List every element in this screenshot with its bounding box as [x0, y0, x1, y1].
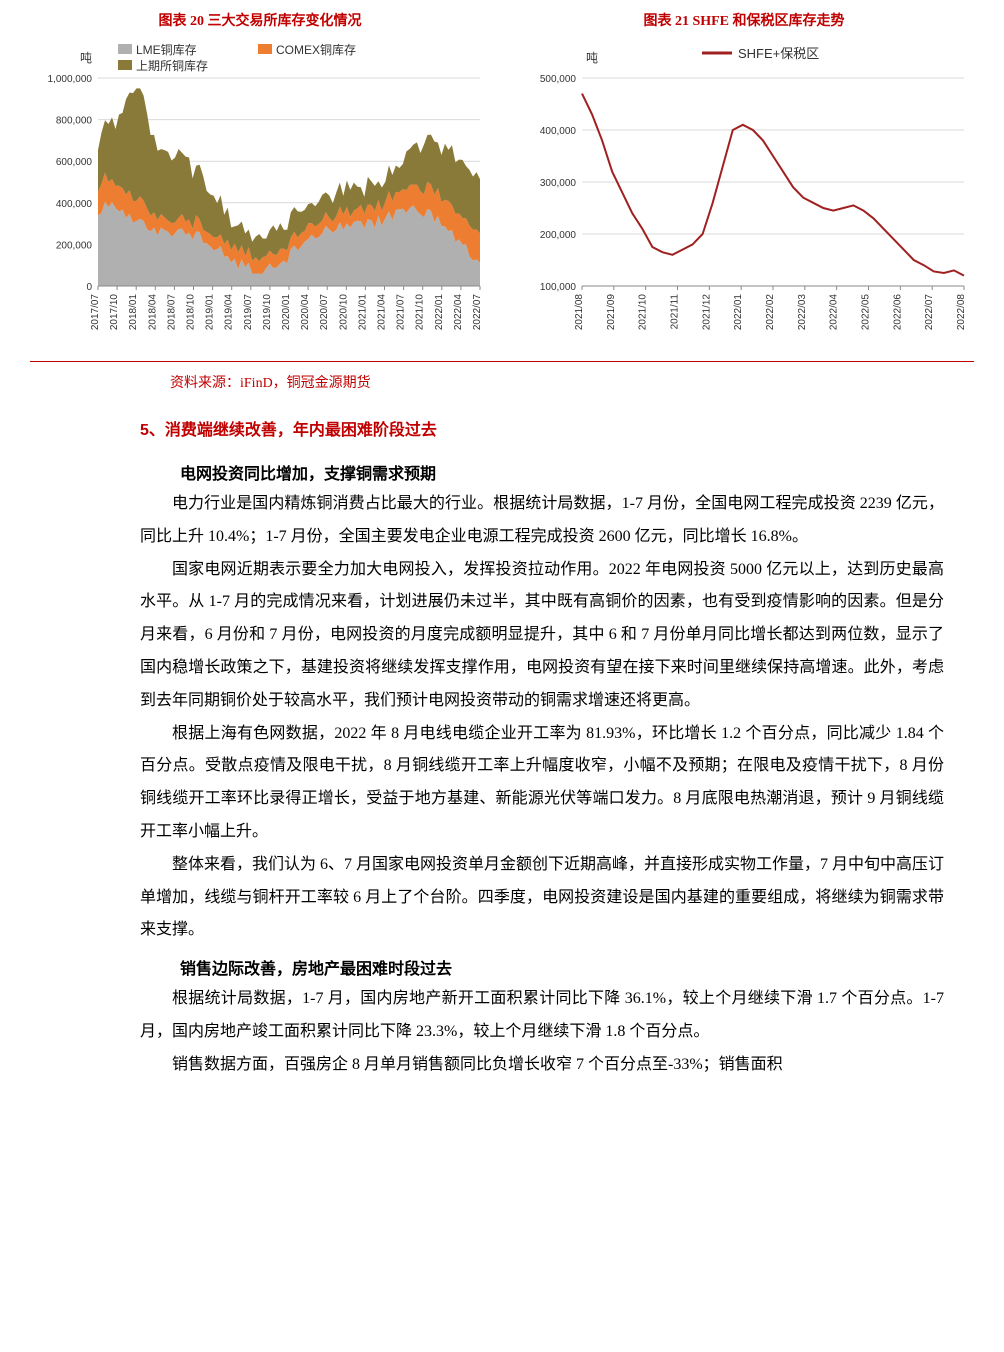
- svg-text:SHFE+保税区: SHFE+保税区: [738, 46, 819, 61]
- section-heading: 5、消费端继续改善，年内最困难阶段过去: [0, 408, 1004, 452]
- svg-text:COMEX铜库存: COMEX铜库存: [276, 42, 356, 57]
- svg-text:2018/01: 2018/01: [128, 294, 139, 331]
- svg-text:2022/07: 2022/07: [924, 294, 935, 331]
- chart-left-svg: 0 200,000 400,000 600,000 800,000 1,000,000 吨 2…: [30, 36, 490, 346]
- svg-text:400,000: 400,000: [56, 199, 93, 210]
- svg-text:2021/09: 2021/09: [606, 294, 617, 331]
- svg-text:2019/04: 2019/04: [224, 294, 235, 331]
- svg-text:2021/04: 2021/04: [377, 294, 388, 331]
- para-6: 销售数据方面，百强房企 8 月单月销售额同比负增长收窄 7 个百分点至-33%；…: [140, 1049, 944, 1082]
- svg-text:2022/04: 2022/04: [829, 294, 840, 331]
- svg-text:2019/01: 2019/01: [205, 294, 216, 331]
- svg-text:600,000: 600,000: [56, 157, 93, 168]
- svg-text:2019/07: 2019/07: [243, 294, 254, 331]
- svg-text:2020/10: 2020/10: [338, 294, 349, 331]
- svg-text:200,000: 200,000: [540, 230, 577, 241]
- body-text-2: 根据统计局数据，1-7 月，国内房地产新开工面积累计同比下降 36.1%，较上个…: [0, 983, 1004, 1081]
- svg-text:2022/01: 2022/01: [733, 294, 744, 331]
- chart-left-title: 图表 20 三大交易所库存变化情况: [30, 10, 490, 30]
- svg-text:2021/12: 2021/12: [701, 294, 712, 331]
- svg-text:2022/04: 2022/04: [453, 294, 464, 331]
- svg-text:300,000: 300,000: [540, 178, 577, 189]
- svg-text:2018/04: 2018/04: [147, 294, 158, 331]
- svg-text:2020/01: 2020/01: [281, 294, 292, 331]
- svg-text:800,000: 800,000: [56, 116, 93, 127]
- svg-text:0: 0: [86, 282, 92, 293]
- source-text: 资料来源：iFinD，铜冠金源期货: [170, 376, 371, 391]
- svg-text:2019/10: 2019/10: [262, 294, 273, 331]
- chart-right: 图表 21 SHFE 和保税区库存走势 100,000 200,000 300,00…: [514, 10, 974, 351]
- para-3: 根据上海有色网数据，2022 年 8 月电线电缆企业开工率为 81.93%，环比…: [140, 718, 944, 849]
- para-5: 根据统计局数据，1-7 月，国内房地产新开工面积累计同比下降 36.1%，较上个…: [140, 983, 944, 1049]
- svg-text:2022/03: 2022/03: [797, 294, 808, 331]
- svg-text:2021/07: 2021/07: [396, 294, 407, 331]
- svg-text:吨: 吨: [80, 51, 92, 65]
- svg-text:2021/08: 2021/08: [574, 294, 585, 331]
- body-text-1: 电力行业是国内精炼铜消费占比最大的行业。根据统计局数据，1-7 月份，全国电网工…: [0, 488, 1004, 947]
- svg-text:2021/10: 2021/10: [415, 294, 426, 331]
- svg-text:2020/07: 2020/07: [319, 294, 330, 331]
- charts-row: 图表 20 三大交易所库存变化情况 0 200,000 400,000 600,000…: [0, 0, 1004, 351]
- svg-text:2021/01: 2021/01: [357, 294, 368, 331]
- svg-text:2021/10: 2021/10: [638, 294, 649, 331]
- subheading-2: 销售边际改善，房地产最困难时段过去: [0, 947, 1004, 983]
- subheading-1: 电网投资同比增加，支撑铜需求预期: [0, 452, 1004, 488]
- svg-text:2022/02: 2022/02: [765, 294, 776, 331]
- svg-text:2017/07: 2017/07: [90, 294, 101, 331]
- svg-text:500,000: 500,000: [540, 74, 577, 85]
- svg-text:LME铜库存: LME铜库存: [136, 42, 197, 57]
- svg-text:2022/06: 2022/06: [892, 294, 903, 331]
- svg-text:400,000: 400,000: [540, 126, 577, 137]
- svg-text:2022/08: 2022/08: [956, 294, 967, 331]
- svg-text:上期所铜库存: 上期所铜库存: [136, 58, 208, 73]
- chart-right-svg: 100,000 200,000 300,000 400,000 500,000 吨 2021…: [514, 36, 974, 346]
- source-line: 资料来源：iFinD，铜冠金源期货: [30, 361, 974, 408]
- svg-text:2018/07: 2018/07: [166, 294, 177, 331]
- para-4: 整体来看，我们认为 6、7 月国家电网投资单月金额创下近期高峰，并直接形成实物工…: [140, 849, 944, 947]
- svg-text:2021/11: 2021/11: [670, 294, 681, 330]
- svg-text:2017/10: 2017/10: [109, 294, 120, 331]
- svg-text:2022/07: 2022/07: [472, 294, 483, 331]
- chart-right-title: 图表 21 SHFE 和保税区库存走势: [514, 10, 974, 30]
- svg-text:2020/04: 2020/04: [300, 294, 311, 331]
- svg-text:2022/05: 2022/05: [861, 294, 872, 331]
- svg-text:200,000: 200,000: [56, 240, 93, 251]
- svg-text:100,000: 100,000: [540, 282, 577, 293]
- para-1: 电力行业是国内精炼铜消费占比最大的行业。根据统计局数据，1-7 月份，全国电网工…: [140, 488, 944, 554]
- chart-left: 图表 20 三大交易所库存变化情况 0 200,000 400,000 600,000…: [30, 10, 490, 351]
- svg-text:2022/01: 2022/01: [434, 294, 445, 331]
- svg-text:2018/10: 2018/10: [186, 294, 197, 331]
- para-2: 国家电网近期表示要全力加大电网投入，发挥投资拉动作用。2022 年电网投资 50…: [140, 554, 944, 718]
- svg-text:吨: 吨: [586, 51, 598, 65]
- svg-text:1,000,000: 1,000,000: [48, 74, 93, 85]
